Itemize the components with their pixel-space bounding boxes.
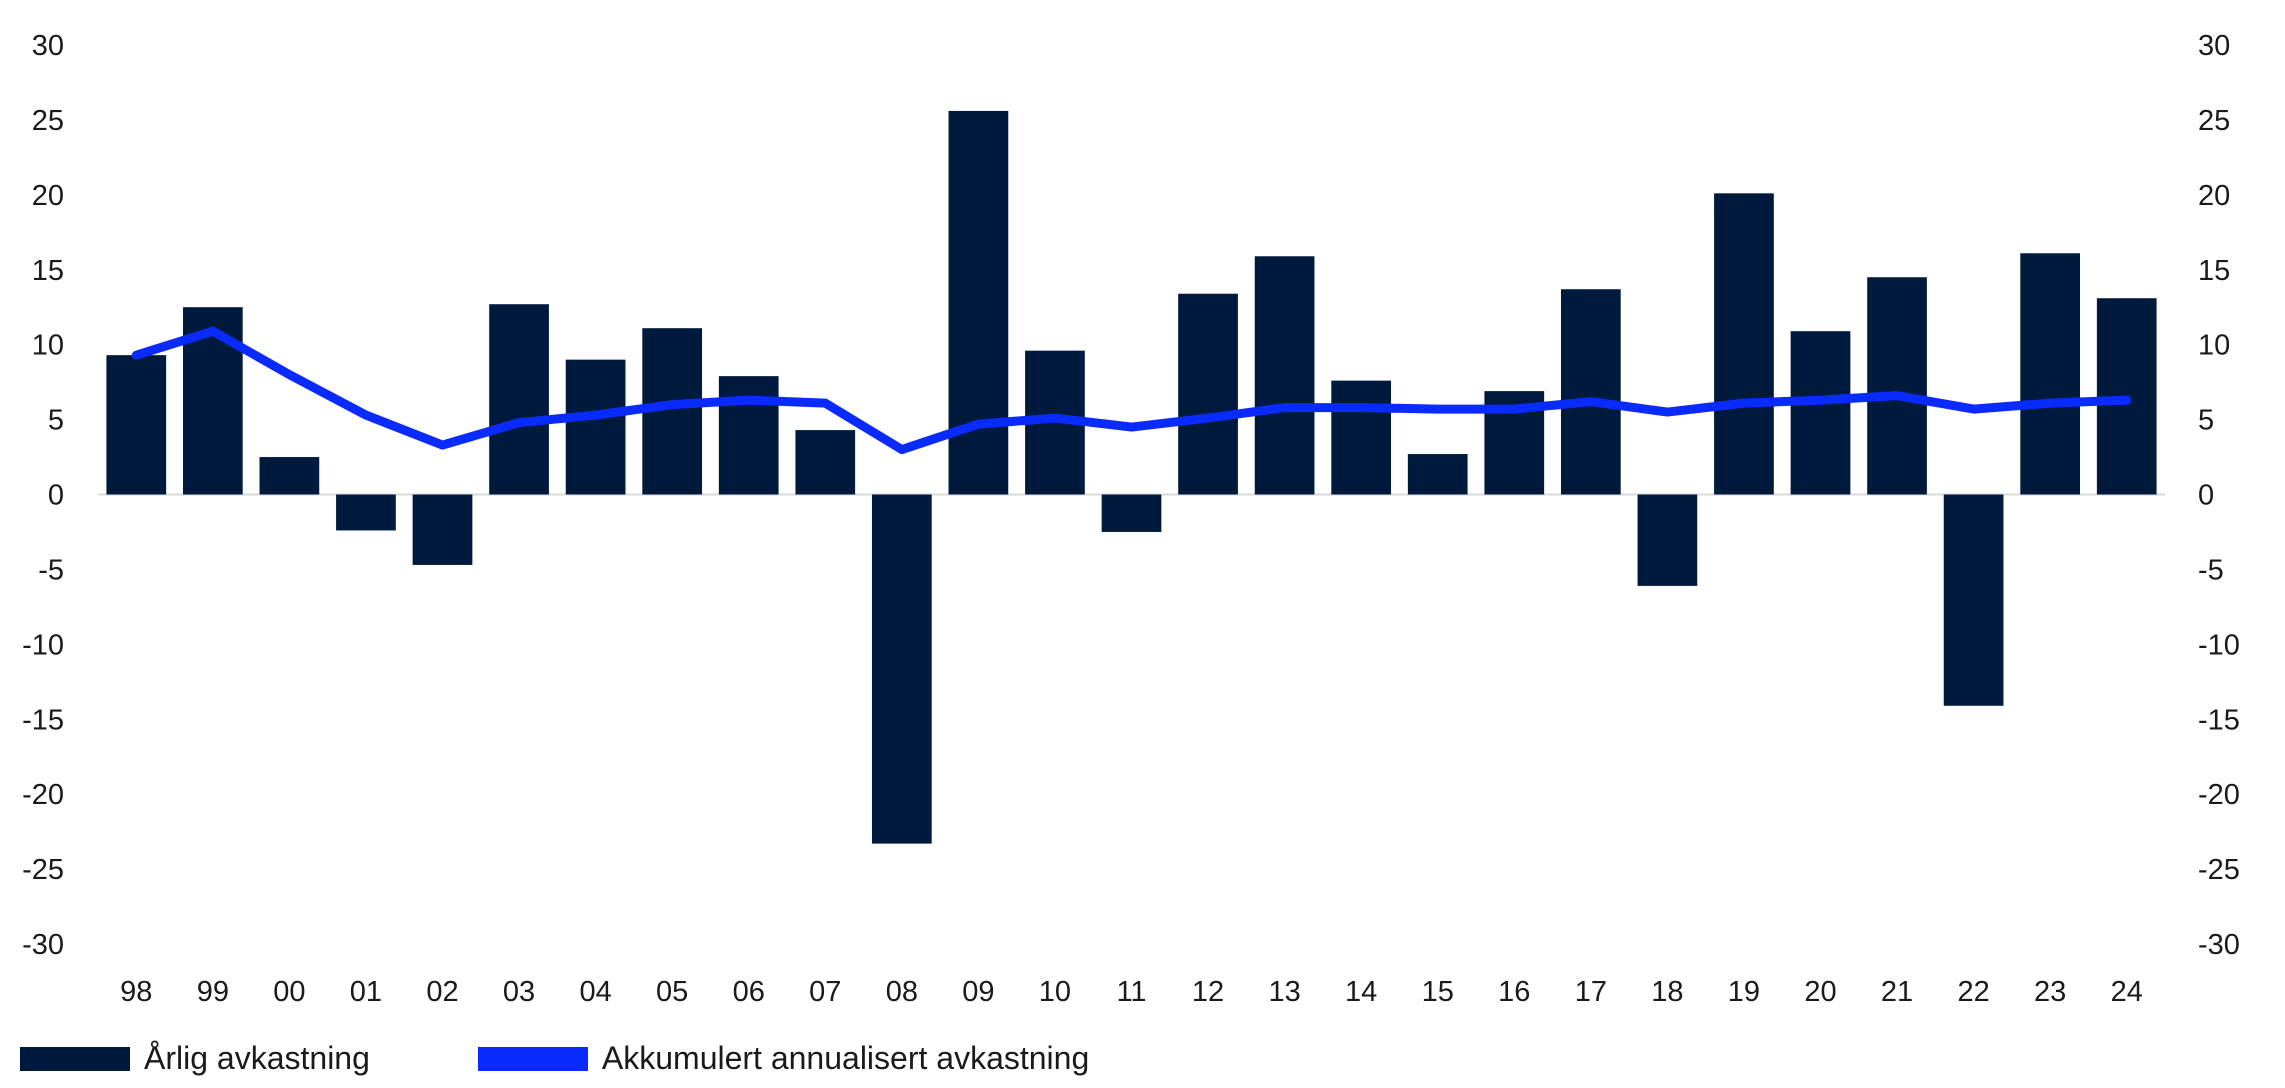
x-tick-label: 03 (503, 976, 535, 1008)
bar-21[interactable] (1867, 277, 1927, 495)
y-tick-left: -10 (22, 629, 64, 661)
y-tick-right: -5 (2198, 554, 2224, 586)
y-tick-left: 20 (32, 180, 64, 212)
x-tick-label: 22 (1957, 976, 1989, 1008)
y-tick-left: 25 (32, 105, 64, 137)
x-tick-label: 17 (1575, 976, 1607, 1008)
bar-14[interactable] (1331, 380, 1392, 495)
x-tick-label: 07 (809, 976, 841, 1008)
x-tick-label: 16 (1498, 976, 1530, 1008)
x-tick-label: 15 (1422, 976, 1454, 1008)
y-tick-right: 20 (2198, 180, 2230, 212)
x-tick-label: 10 (1039, 976, 1071, 1008)
bar-12[interactable] (1178, 293, 1238, 495)
y-axis-right: 30 25 20 15 10 5 0 -5 -10 -15 -20 -25 -30 (2198, 30, 2240, 961)
bar-09[interactable] (948, 110, 1009, 495)
legend-label: Årlig avkastning (144, 1040, 370, 1076)
line-accumulated-return[interactable] (131, 326, 2132, 455)
y-tick-left: -15 (22, 704, 64, 736)
bar-19[interactable] (1714, 193, 1774, 495)
x-tick-label: 13 (1268, 976, 1300, 1008)
x-tick-label: 18 (1651, 976, 1683, 1008)
x-tick-label: 19 (1728, 976, 1760, 1008)
bar-03[interactable] (489, 304, 549, 495)
x-tick-label: 09 (962, 976, 994, 1008)
legend-item-accumulated-return[interactable]: Akkumulert annualisert avkastning (477, 1040, 1090, 1077)
x-tick-label: 01 (350, 976, 382, 1008)
y-tick-left: 30 (32, 30, 64, 62)
bar-08[interactable] (871, 494, 932, 844)
bar-18[interactable] (1637, 494, 1698, 586)
x-tick-label: 02 (426, 976, 458, 1008)
x-tick-label: 20 (1804, 976, 1836, 1008)
y-tick-left: 5 (48, 405, 64, 437)
y-tick-right: -20 (2198, 779, 2240, 811)
x-tick-label: 05 (656, 976, 688, 1008)
bar-15[interactable] (1407, 454, 1468, 495)
x-tick-label: 08 (886, 976, 918, 1008)
y-axis-left: 30 25 20 15 10 5 0 -5 -10 -15 -20 -25 -30 (22, 30, 64, 961)
y-tick-right: 15 (2198, 255, 2230, 287)
bar-17[interactable] (1560, 289, 1621, 495)
x-tick-label: 24 (2111, 976, 2143, 1008)
x-tick-label: 14 (1345, 976, 1377, 1008)
y-tick-right: -10 (2198, 629, 2240, 661)
legend-swatch-bar (20, 1046, 130, 1071)
legend: Årlig avkastning Akkumulert annualisert … (20, 1040, 1197, 1077)
x-tick-label: 04 (579, 976, 611, 1008)
x-tick-label: 98 (120, 976, 152, 1008)
y-tick-right: -30 (2198, 929, 2240, 961)
y-tick-right: -15 (2198, 704, 2240, 736)
bar-02[interactable] (412, 494, 473, 565)
y-tick-left: -25 (22, 854, 64, 886)
x-tick-label: 12 (1192, 976, 1224, 1008)
x-axis: 98 99 00 01 02 03 04 05 06 07 08 09 10 11 12 13 14 15 16 17… (120, 976, 2143, 1008)
bar-01[interactable] (336, 494, 396, 531)
bar-13[interactable] (1254, 256, 1315, 495)
bar-22[interactable] (1943, 494, 2004, 706)
bar-07[interactable] (795, 430, 856, 495)
y-tick-left: 0 (48, 480, 64, 512)
y-tick-left: -20 (22, 779, 64, 811)
legend-label: Akkumulert annualisert avkastning (601, 1040, 1090, 1076)
legend-swatch-line (477, 1046, 588, 1071)
x-tick-label: 06 (733, 976, 765, 1008)
bar-98[interactable] (106, 355, 167, 495)
x-tick-label: 11 (1116, 976, 1146, 1008)
y-tick-right: 0 (2198, 480, 2214, 512)
y-tick-right: 25 (2198, 105, 2230, 137)
bar-23[interactable] (2020, 253, 2081, 495)
x-tick-label: 21 (1881, 976, 1913, 1008)
y-tick-right: 5 (2198, 405, 2214, 437)
x-tick-label: 99 (197, 976, 229, 1008)
bar-series (106, 110, 2157, 844)
bar-20[interactable] (1790, 331, 1851, 495)
bar-06[interactable] (718, 376, 779, 495)
x-tick-label: 23 (2034, 976, 2066, 1008)
bar-04[interactable] (565, 359, 626, 495)
bar-11[interactable] (1101, 494, 1162, 532)
line-series (131, 326, 2132, 455)
y-tick-left: -5 (38, 554, 64, 586)
y-tick-left: 10 (32, 330, 64, 362)
y-tick-right: -25 (2198, 854, 2240, 886)
y-tick-right: 10 (2198, 330, 2230, 362)
y-tick-right: 30 (2198, 30, 2230, 62)
y-tick-left: -30 (22, 929, 64, 961)
legend-item-annual-return[interactable]: Årlig avkastning (20, 1040, 370, 1077)
bar-00[interactable] (259, 457, 320, 495)
x-tick-label: 00 (273, 976, 305, 1008)
y-tick-left: 15 (32, 255, 64, 287)
